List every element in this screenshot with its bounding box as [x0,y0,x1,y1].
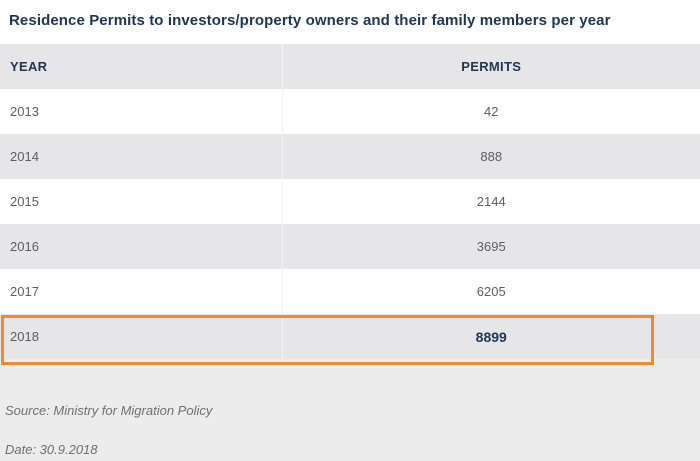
year-cell: 2014 [0,134,283,179]
year-cell: 2016 [0,224,283,269]
permits-cell: 42 [282,89,700,134]
permits-cell-highlighted: 8899 [282,314,700,359]
year-cell: 2018 [0,314,283,359]
permits-table: YEAR PERMITS 2013 42 2014 888 2015 2144 … [0,44,700,359]
table-title: Residence Permits to investors/property … [9,12,611,29]
title-bar: Residence Permits to investors/property … [0,0,700,44]
table-row-highlighted: 2018 8899 [0,314,700,359]
source-note: Source: Ministry for Migration Policy [5,403,213,418]
year-cell: 2015 [0,179,283,224]
table-row: 2015 2144 [0,179,700,224]
year-cell: 2017 [0,269,283,314]
column-header-year: YEAR [0,44,283,89]
permits-cell: 2144 [282,179,700,224]
table-row: 2014 888 [0,134,700,179]
column-header-permits: PERMITS [282,44,700,89]
table-row: 2013 42 [0,89,700,134]
permits-cell: 6205 [282,269,700,314]
date-note: Date: 30.9.2018 [5,442,98,457]
permits-cell: 3695 [282,224,700,269]
table-row: 2016 3695 [0,224,700,269]
year-cell: 2013 [0,89,283,134]
table-header-row: YEAR PERMITS [0,44,700,89]
table-row: 2017 6205 [0,269,700,314]
permits-cell: 888 [282,134,700,179]
